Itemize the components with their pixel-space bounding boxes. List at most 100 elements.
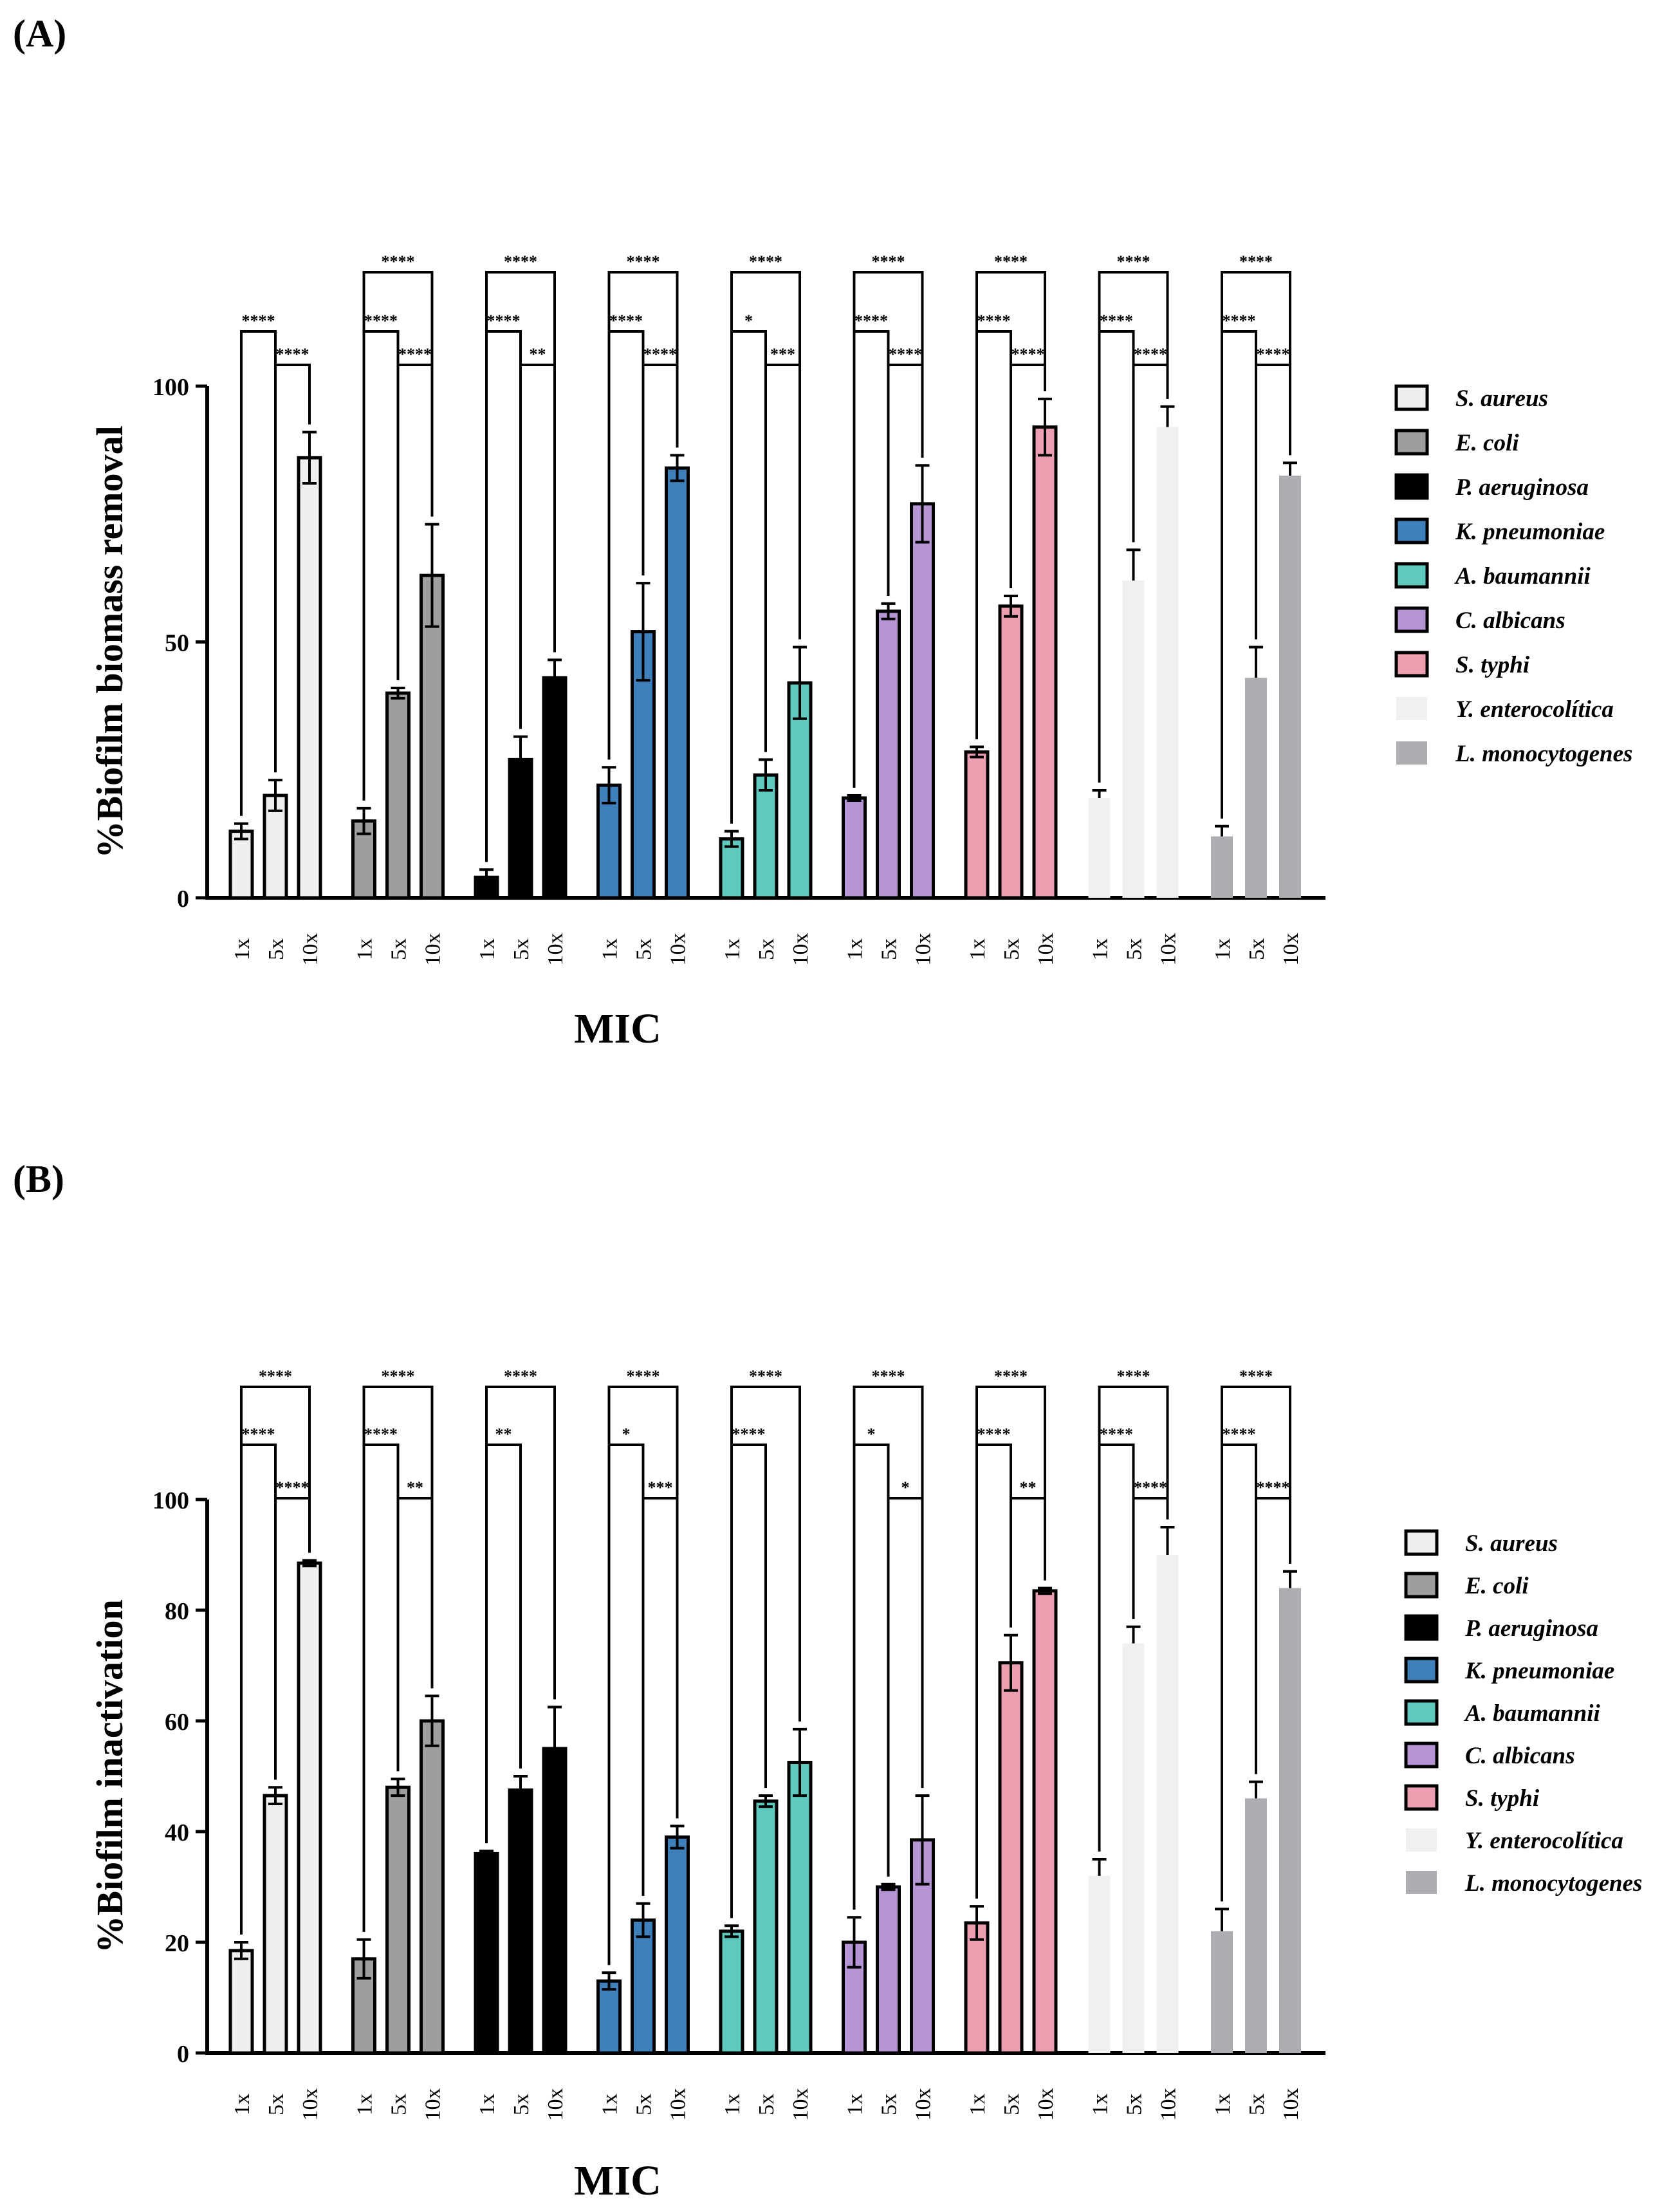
x-tick-label: 5x [1245,938,1269,960]
significance-bracket [887,1497,924,1877]
legend-swatch [1396,697,1427,720]
x-axis-title: MIC [574,1005,661,1052]
significance-bracket [853,1386,924,1910]
bar [1032,425,1058,900]
significance-bracket [240,1386,311,1935]
legend-label: S. aureus [1455,385,1548,412]
x-tick-label: 5x [878,2094,901,2115]
significance-label: **** [749,1367,782,1386]
significance-label: **** [627,1367,660,1386]
bar [542,1747,568,2055]
legend-label: P. aeruginosa [1455,474,1589,501]
significance-label: **** [627,252,660,271]
significance-label: **** [364,1425,398,1444]
x-tick-label: 1x [1211,938,1235,960]
bar [1279,476,1301,898]
bar [1122,580,1145,898]
significance-label: **** [1223,1425,1256,1444]
significance-label: **** [242,1425,275,1444]
significance-bracket [485,271,556,862]
panel-label-b: (B) [13,1158,64,1200]
bar [542,676,568,900]
significance-label: **** [504,1367,537,1386]
x-tick-label: 10x [421,933,445,966]
y-tick-label: 0 [177,2041,189,2068]
legend-swatch [1404,1657,1439,1684]
significance-label: **** [1100,311,1133,330]
significance-label: **** [872,252,905,271]
legend-swatch [1394,429,1429,456]
chart-biomass-removal: 0 50 100 %Biofilm biomass removal MIC 1x 5x 10x… [89,252,1632,1052]
significance-bracket [853,1444,890,1910]
significance-bracket [607,1444,645,1965]
x-tick-label: 1x [844,938,867,960]
bar [1122,1643,1145,2053]
significance-label: **** [643,345,677,364]
significance-bracket [1098,271,1169,783]
x-tick-label: 1x [475,938,499,960]
legend-swatch [1404,1699,1439,1726]
significance-label: **** [504,252,537,271]
legend-swatch [1394,651,1429,678]
x-tick-label: 5x [387,938,411,960]
x-tick-label: 10x [912,933,936,966]
bar [297,456,322,900]
legend-swatch [1396,741,1427,765]
bar [998,604,1024,900]
y-tick-label: 100 [152,374,189,401]
bar [385,1785,411,2055]
legend-swatch [1404,1572,1439,1599]
bar [719,1929,744,2055]
x-tick-label: 5x [264,938,288,960]
significance-bracket [607,1386,679,1965]
significance-label: *** [770,345,795,364]
legend-label: S. typhi [1455,652,1530,678]
significance-label: **** [609,311,643,330]
significance-label: **** [854,311,888,330]
bar [665,1835,690,2055]
significance-label: * [622,1425,631,1444]
significance-label: **** [1257,345,1290,364]
significance-label: **** [1239,252,1273,271]
legend-label: L. monocytogenes [1464,1870,1642,1897]
x-tick-label: 1x [353,2094,377,2115]
y-tick-label: 60 [165,1709,189,1736]
significance-bracket [485,1444,522,1844]
x-tick-label: 1x [475,2094,499,2115]
significance-label: **** [276,345,309,364]
significance-label: **** [1011,345,1045,364]
x-tick-label: 10x [1034,933,1058,966]
y-tick-label: 40 [165,1819,189,1846]
x-tick-label: 5x [510,2094,533,2115]
significance-label: **** [1134,345,1167,364]
significance-bracket [975,1386,1046,1899]
significance-label: **** [242,311,275,330]
legend-swatch [1394,562,1429,589]
significance-label: **** [382,252,415,271]
legend-swatch [1394,517,1429,544]
x-tick-label: 1x [230,938,254,960]
x-tick-label: 10x [789,933,813,966]
legend-label: A. baumannii [1454,563,1591,590]
bar [753,773,779,900]
significance-label: ** [407,1478,423,1497]
bar [1245,1798,1267,2053]
significance-label: **** [732,1425,766,1444]
significance-label: **** [994,252,1028,271]
significance-bracket [607,271,679,760]
significance-label: ** [530,345,546,364]
significance-label: **** [889,345,922,364]
bar [297,1561,322,2055]
x-tick-label: 10x [1279,2088,1303,2121]
bar [998,1661,1024,2055]
significance-label: **** [1257,1478,1290,1497]
legend-swatch [1406,1871,1437,1894]
significance-label: **** [398,345,432,364]
x-tick-label: 10x [912,2088,936,2121]
legend-label: L. monocytogenes [1455,741,1632,767]
significance-label: **** [1117,252,1150,271]
panel-label-a: (A) [13,12,66,55]
significance-bracket [519,364,556,729]
bar [964,1921,990,2055]
x-tick-label: 10x [1157,933,1181,966]
